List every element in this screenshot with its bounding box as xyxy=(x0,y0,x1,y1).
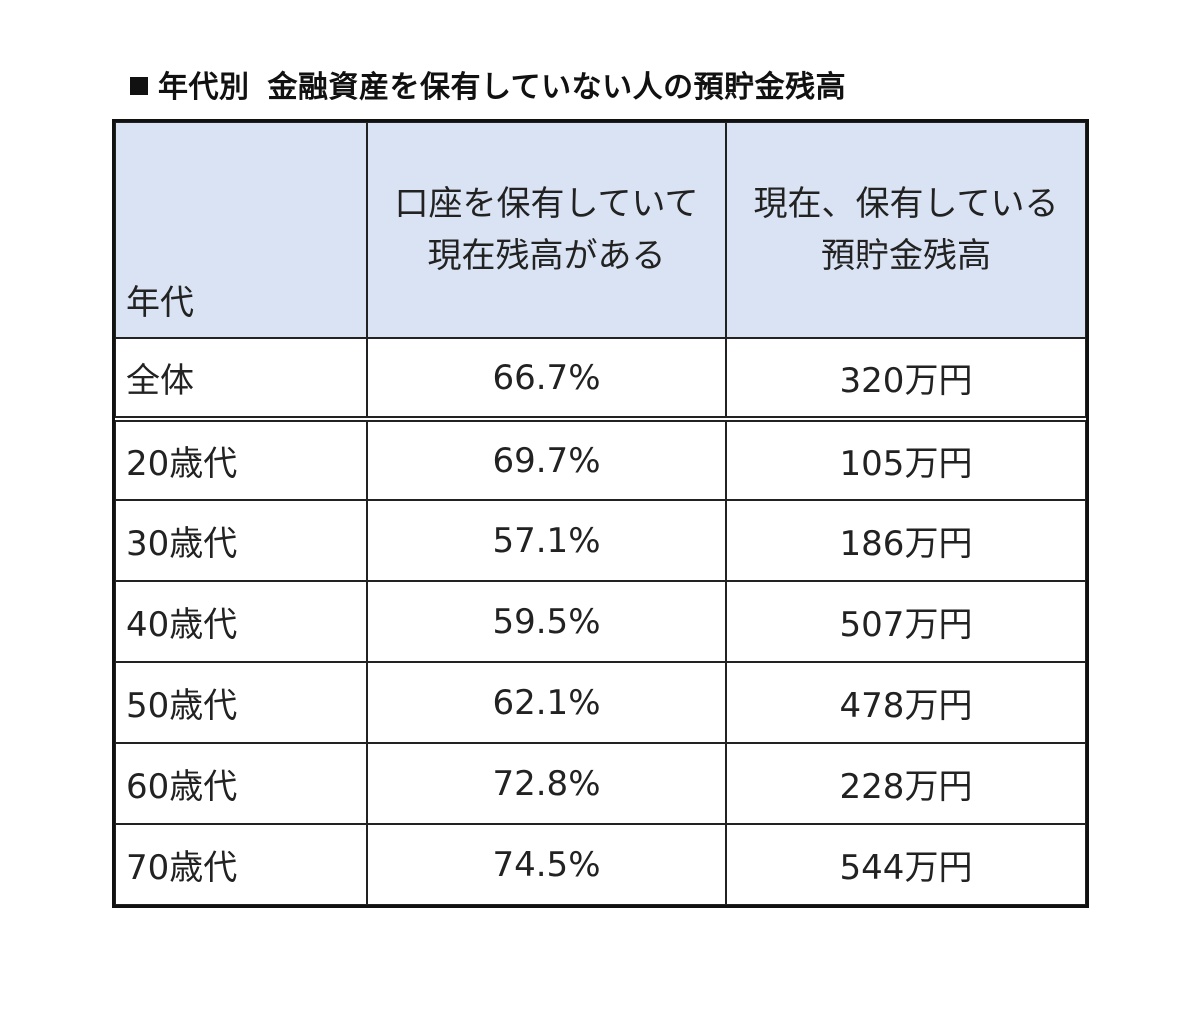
cell-percent: 57.1% xyxy=(366,499,727,582)
table-row: 60歳代 72.8% 228万円 xyxy=(114,742,1087,825)
cell-balance: 478万円 xyxy=(725,661,1087,744)
cell-age: 70歳代 xyxy=(114,823,368,906)
header-age: 年代 xyxy=(114,121,368,339)
cell-percent: 59.5% xyxy=(366,580,727,663)
savings-table: 年代 口座を保有していて 現在残高がある 現在、保有している 預貯金残高 全体 … xyxy=(112,119,1089,908)
cell-age: 50歳代 xyxy=(114,661,368,744)
cell-age: 全体 xyxy=(114,337,368,422)
header-percent: 口座を保有していて 現在残高がある xyxy=(366,121,727,339)
table-row: 20歳代 69.7% 105万円 xyxy=(114,418,1087,501)
cell-percent: 62.1% xyxy=(366,661,727,744)
header-percent-line2: 現在残高がある xyxy=(427,236,666,276)
square-bullet-icon xyxy=(130,77,148,95)
cell-age: 20歳代 xyxy=(114,418,368,501)
table-row: 40歳代 59.5% 507万円 xyxy=(114,580,1087,663)
header-percent-line1: 口座を保有していて xyxy=(394,184,699,224)
cell-percent: 66.7% xyxy=(366,337,727,422)
header-balance-line2: 預貯金残高 xyxy=(821,236,991,276)
cell-age: 60歳代 xyxy=(114,742,368,825)
cell-balance: 544万円 xyxy=(725,823,1087,906)
title-prefix: 年代別 xyxy=(158,70,250,105)
cell-percent: 72.8% xyxy=(366,742,727,825)
cell-balance: 320万円 xyxy=(725,337,1087,422)
table-row: 70歳代 74.5% 544万円 xyxy=(114,823,1087,906)
cell-balance: 186万円 xyxy=(725,499,1087,582)
title-main: 金融資産を保有していない人の預貯金残高 xyxy=(267,70,847,105)
header-balance-line1: 現在、保有している xyxy=(753,184,1059,224)
cell-age: 30歳代 xyxy=(114,499,368,582)
cell-percent: 74.5% xyxy=(366,823,727,906)
table-row-total: 全体 66.7% 320万円 xyxy=(114,337,1087,422)
header-balance: 現在、保有している 預貯金残高 xyxy=(725,121,1087,339)
cell-balance: 228万円 xyxy=(725,742,1087,825)
table-row: 50歳代 62.1% 478万円 xyxy=(114,661,1087,744)
table-header-row: 年代 口座を保有していて 現在残高がある 現在、保有している 預貯金残高 xyxy=(114,121,1087,339)
cell-balance: 105万円 xyxy=(725,418,1087,501)
cell-percent: 69.7% xyxy=(366,418,727,501)
page-title: 年代別 金融資産を保有していない人の預貯金残高 xyxy=(130,66,846,110)
cell-balance: 507万円 xyxy=(725,580,1087,663)
cell-age: 40歳代 xyxy=(114,580,368,663)
table-row: 30歳代 57.1% 186万円 xyxy=(114,499,1087,582)
